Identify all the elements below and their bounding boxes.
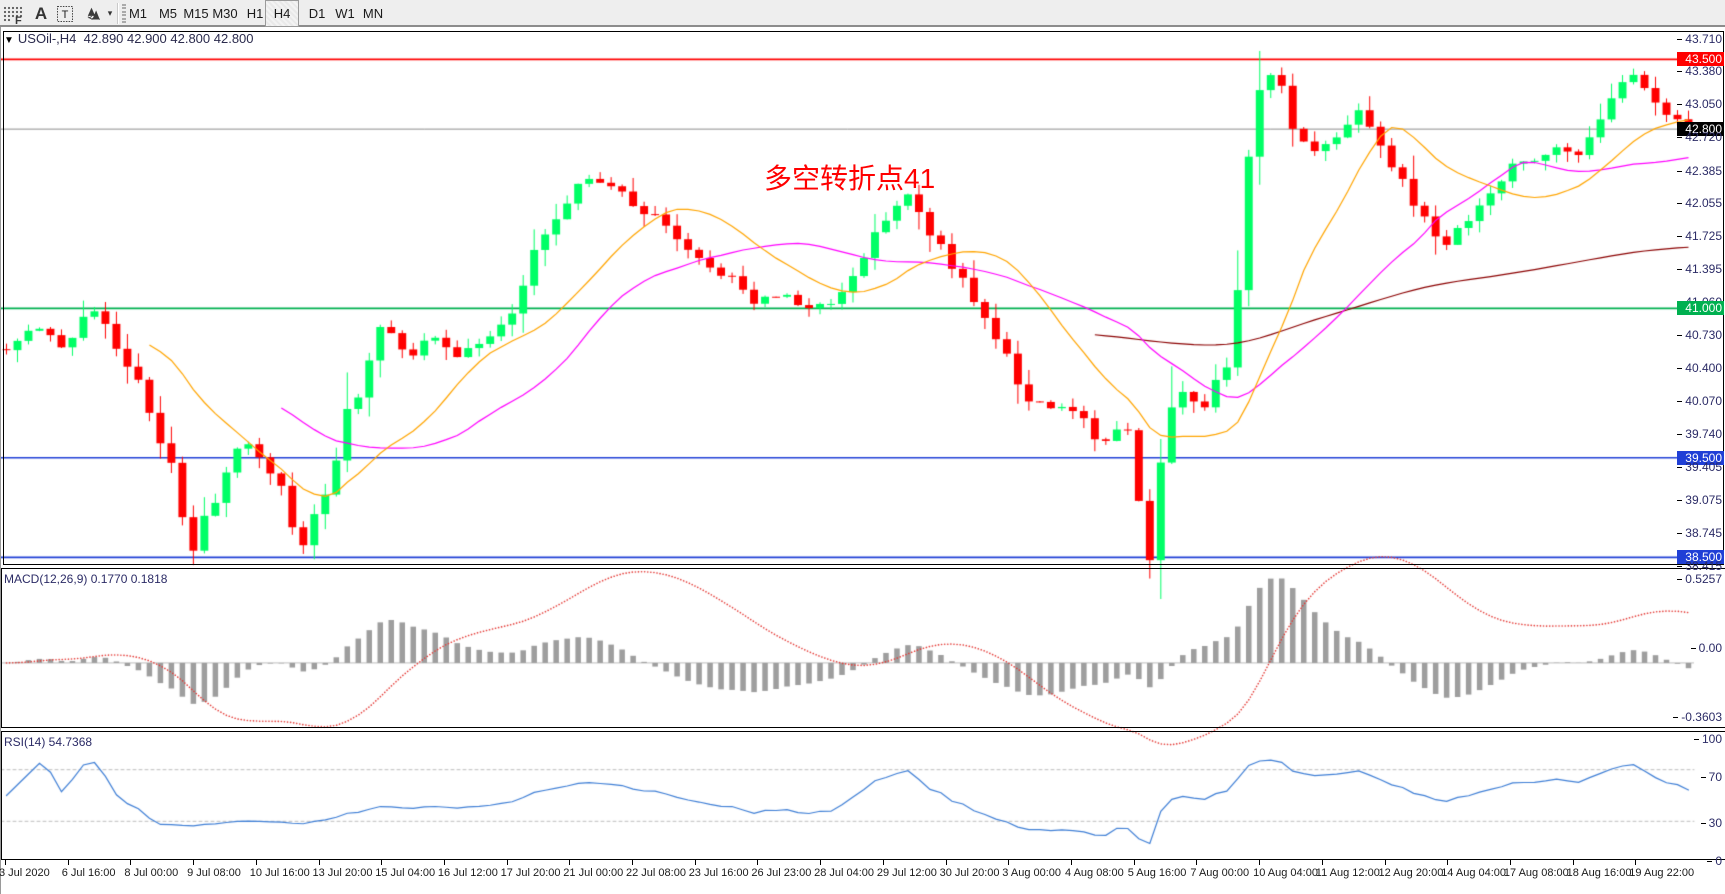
svg-text:T: T [62,9,69,21]
svg-text:F: F [15,15,22,27]
